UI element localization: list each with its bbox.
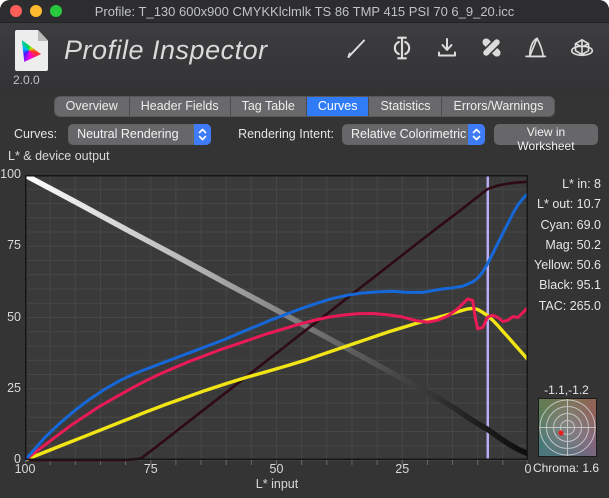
tab-header-fields[interactable]: Header Fields	[130, 97, 231, 116]
x-tick-label: 50	[269, 462, 284, 476]
title-bar[interactable]: Profile: T_130 600x900 CMYKKlclmlk TS 86…	[0, 0, 609, 23]
zoom-button[interactable]	[50, 5, 62, 17]
cursor-readout: L* in: 8 L* out: 10.7 Cyan: 69.0 Mag: 50.2 Y…	[534, 174, 601, 316]
x-tick-label: 100	[14, 462, 36, 476]
tab-statistics[interactable]: Statistics	[369, 97, 443, 116]
gamut-curve-icon[interactable]	[523, 34, 550, 61]
readout-row: Black: 95.1	[539, 278, 601, 293]
rendering-intent-popup[interactable]: Relative Colorimetric	[341, 123, 485, 145]
tab-bar: Overview Header Fields Tag Table Curves Stat…	[0, 96, 609, 117]
curve-l-out	[22, 172, 531, 457]
readout-row: L* out: 10.7	[537, 197, 601, 212]
close-button[interactable]	[10, 5, 22, 17]
cube-3d-icon[interactable]	[568, 34, 595, 61]
measure-phi-icon[interactable]	[388, 34, 415, 61]
tab-tag-table[interactable]: Tag Table	[231, 97, 307, 116]
y-tick-label: 50	[7, 309, 21, 324]
version-label: 2.0.0	[13, 73, 40, 87]
readout-row: TAC: 265.0	[538, 298, 601, 313]
chroma-wheel	[538, 398, 597, 457]
x-axis-title: L* input	[255, 477, 299, 491]
tab-overview[interactable]: Overview	[55, 97, 130, 116]
readout-row: L* in: 8	[562, 177, 601, 191]
readout-row: Mag: 50.2	[545, 237, 601, 252]
header: Profile Inspector 2.0.0	[0, 23, 609, 92]
curves-label: Curves:	[14, 127, 58, 141]
y-tick-label: 75	[7, 238, 21, 253]
download-icon[interactable]	[433, 34, 460, 61]
chroma-point	[558, 430, 564, 436]
minimize-button[interactable]	[30, 5, 42, 17]
popup-stepper-icon	[467, 123, 485, 145]
curves-popup-value: Neutral Rendering	[77, 127, 179, 141]
chroma-wheel-rings	[539, 399, 596, 456]
curves-plot[interactable]	[22, 172, 531, 466]
y-axis-labels: 100 75 50 25 0	[0, 0, 21, 498]
toolbar	[343, 34, 595, 61]
popup-stepper-icon	[194, 123, 212, 145]
x-axis-labels: 100 75 50 25 0	[0, 462, 609, 476]
curve-yellow	[23, 306, 530, 462]
pencil-icon[interactable]	[343, 34, 370, 61]
curve-cyan	[23, 192, 530, 462]
app-icon	[15, 30, 48, 71]
readout-row: Cyan: 69.0	[540, 217, 601, 232]
y-tick-label: 25	[7, 380, 21, 395]
curves-popup[interactable]: Neutral Rendering	[68, 123, 212, 145]
curve-mag	[23, 297, 530, 462]
tab-errors-warnings[interactable]: Errors/Warnings	[453, 99, 544, 113]
x-tick-label: 0	[524, 462, 532, 476]
chroma-coords-label: -1.1,-1.2	[544, 383, 589, 397]
rendering-intent-popup-value: Relative Colorimetric	[350, 127, 467, 141]
y-tick-label: 0	[14, 452, 21, 466]
readout-row: Yellow: 50.6	[534, 258, 601, 273]
y-tick-label: 100	[0, 167, 21, 181]
chart-title: L* & device output	[8, 149, 110, 163]
x-tick-label: 25	[395, 462, 410, 476]
tab-curves[interactable]: Curves	[306, 97, 370, 116]
chroma-value-label: Chroma: 1.6	[532, 461, 600, 475]
window-title: Profile: T_130 600x900 CMYKKlclmlk TS 86…	[94, 3, 515, 19]
view-in-worksheet-button[interactable]: View in Worksheet	[494, 123, 598, 153]
x-tick-label: 75	[143, 462, 158, 476]
controls-row: Curves: Neutral Rendering Rendering Inte…	[0, 123, 609, 153]
rendering-intent-label: Rendering Intent:	[238, 127, 334, 141]
curve-black	[23, 180, 530, 462]
app-title: Profile Inspector	[64, 35, 268, 65]
bandage-icon[interactable]	[478, 34, 505, 61]
